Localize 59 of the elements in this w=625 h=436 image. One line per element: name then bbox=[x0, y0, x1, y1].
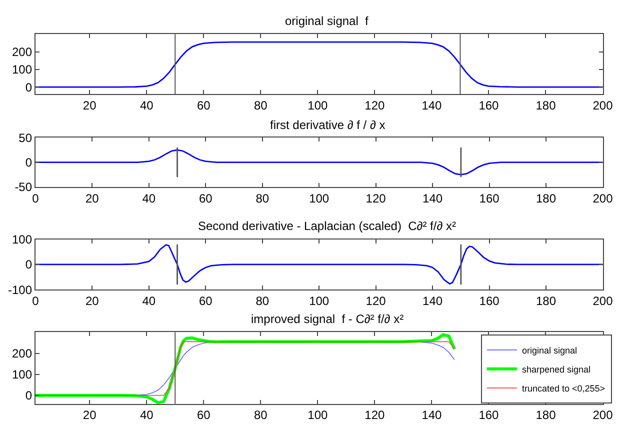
legend-label: truncated to <0,255> bbox=[522, 383, 606, 394]
x-tick-label: 160 bbox=[478, 98, 500, 113]
y-tick-label: 200 bbox=[12, 44, 32, 59]
x-tick-label: 40 bbox=[142, 191, 156, 206]
y-tick-label: 100 bbox=[12, 232, 32, 246]
x-tick-label: 80 bbox=[254, 98, 268, 113]
y-tick-label: 100 bbox=[12, 368, 32, 382]
x-tick-label: 100 bbox=[309, 294, 330, 308]
x-tick-label: 180 bbox=[536, 98, 556, 113]
y-tick-label: 0 bbox=[25, 80, 32, 94]
y-tick-label: 0 bbox=[25, 388, 32, 403]
x-tick-label: 40 bbox=[140, 408, 154, 422]
legend-label: original signal bbox=[522, 345, 577, 356]
x-tick-label: 80 bbox=[256, 191, 270, 206]
x-tick-label: 20 bbox=[85, 191, 100, 206]
y-tick-label: -50 bbox=[14, 180, 32, 194]
x-tick-label: 200 bbox=[592, 408, 614, 422]
x-tick-label: 200 bbox=[592, 191, 614, 206]
y-tick-label: -100 bbox=[8, 282, 32, 297]
chart-title: Second derivative - Laplacian (scaled) C∂² f/∂ x² bbox=[198, 219, 456, 233]
y-tick-label: 50 bbox=[18, 130, 32, 145]
x-tick-label: 180 bbox=[536, 294, 556, 308]
x-tick-label: 200 bbox=[592, 294, 614, 308]
x-tick-label: 60 bbox=[196, 408, 211, 422]
x-tick-label: 80 bbox=[256, 294, 270, 308]
x-tick-label: 100 bbox=[308, 98, 328, 113]
x-tick-label: 120 bbox=[366, 294, 386, 308]
x-tick-label: 60 bbox=[198, 191, 213, 206]
x-tick-label: 140 bbox=[422, 98, 442, 113]
x-tick-label: 40 bbox=[140, 98, 154, 113]
x-tick-label: 20 bbox=[82, 408, 97, 422]
x-tick-label: 120 bbox=[364, 98, 386, 113]
x-tick-label: 160 bbox=[478, 408, 500, 422]
x-tick-label: 60 bbox=[198, 294, 213, 308]
y-tick-label: 100 bbox=[12, 62, 32, 77]
x-tick-label: 140 bbox=[422, 294, 443, 308]
y-tick-label: 0 bbox=[25, 258, 32, 272]
x-tick-label: 160 bbox=[479, 294, 500, 308]
x-tick-label: 80 bbox=[254, 408, 268, 422]
x-tick-label: 20 bbox=[82, 98, 97, 113]
x-tick-label: 140 bbox=[422, 191, 443, 206]
x-tick-label: 180 bbox=[536, 408, 556, 422]
x-tick-label: 200 bbox=[592, 98, 614, 113]
x-tick-label: 180 bbox=[536, 191, 556, 206]
y-tick-label: 200 bbox=[12, 346, 32, 360]
chart-title: first derivative ∂ f / ∂ x bbox=[270, 118, 386, 132]
chart-title: original signal f bbox=[285, 14, 370, 28]
x-tick-label: 20 bbox=[85, 294, 100, 308]
y-tick-label: 0 bbox=[25, 156, 32, 170]
chart-title: improved signal f - C∂² f/∂ x² bbox=[251, 312, 404, 326]
x-tick-label: 100 bbox=[309, 191, 330, 206]
x-tick-label: 60 bbox=[196, 98, 211, 113]
x-tick-label: 40 bbox=[142, 294, 156, 308]
legend-label: sharpened signal bbox=[522, 364, 591, 374]
x-tick-label: 160 bbox=[479, 191, 500, 206]
x-tick-label: 140 bbox=[422, 408, 442, 422]
x-tick-label: 120 bbox=[366, 191, 386, 206]
x-tick-label: 100 bbox=[308, 408, 328, 422]
x-tick-label: 120 bbox=[364, 408, 386, 422]
